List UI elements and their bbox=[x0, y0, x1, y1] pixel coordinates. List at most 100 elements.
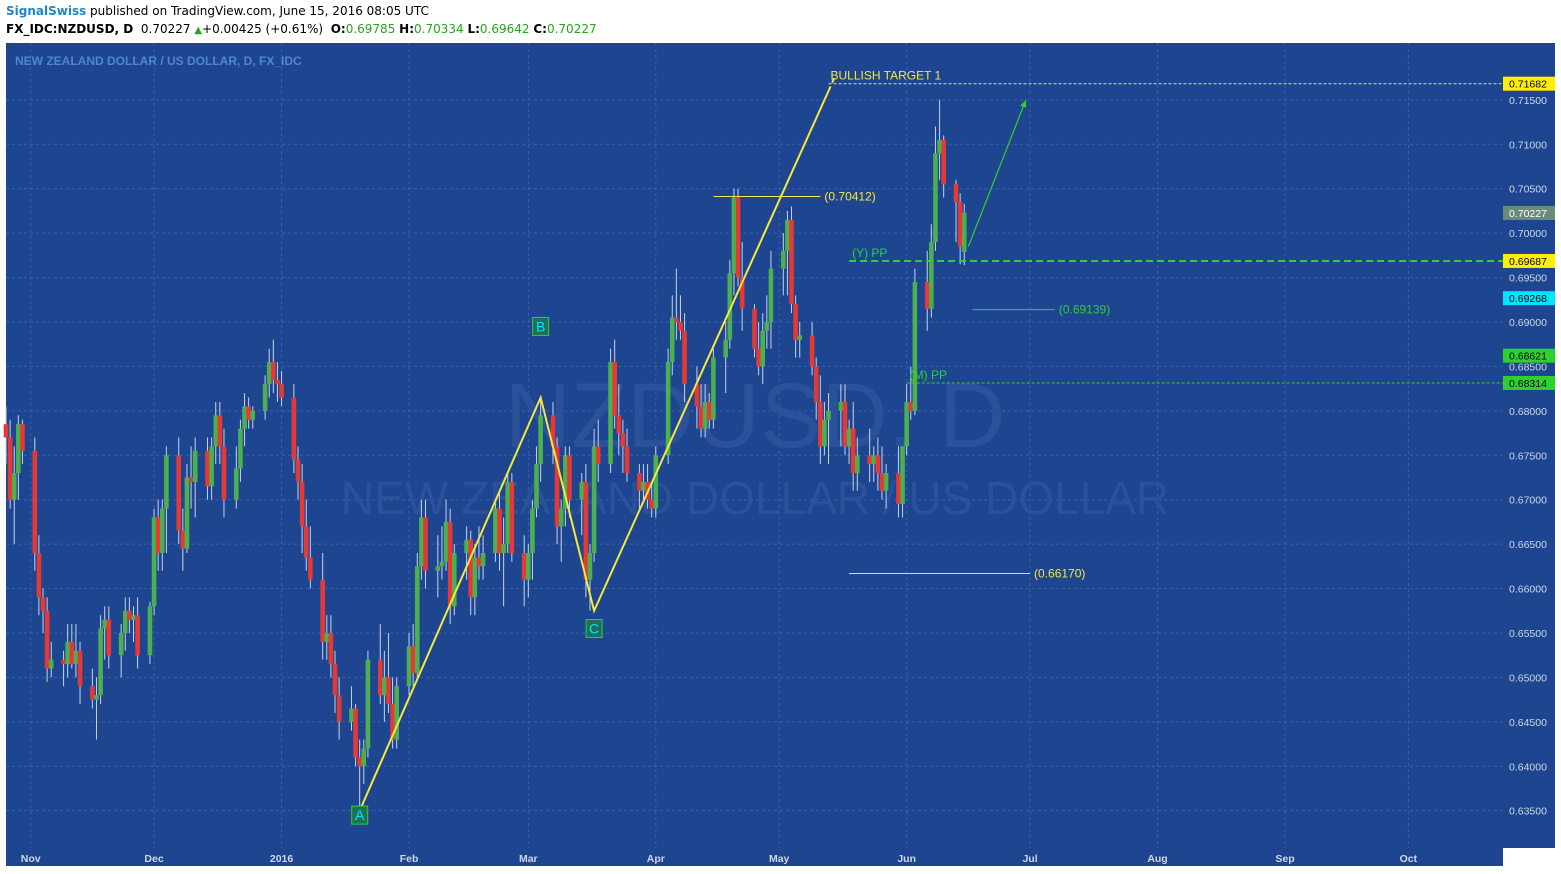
candle-body bbox=[818, 401, 823, 447]
candle-body bbox=[188, 477, 194, 482]
low-value: 0.69642 bbox=[479, 22, 530, 36]
candle-body bbox=[850, 428, 856, 474]
candle-body bbox=[324, 632, 330, 642]
high-label: H: bbox=[399, 22, 414, 36]
candle-body bbox=[768, 268, 774, 322]
candle-body bbox=[328, 632, 334, 665]
price-chart[interactable]: NZDUSD, D NEW ZEALAND DOLLAR / US DOLLAR… bbox=[0, 42, 1561, 874]
candle-body bbox=[698, 406, 704, 429]
candle-body bbox=[785, 219, 790, 251]
candle-body bbox=[961, 212, 967, 252]
candle-body bbox=[579, 481, 585, 500]
candle-body bbox=[61, 659, 66, 665]
candle-body bbox=[838, 401, 844, 411]
price-tick-label: 0.66000 bbox=[1509, 584, 1547, 596]
abc-wave-line bbox=[358, 90, 830, 812]
candle-body bbox=[826, 410, 831, 420]
candle-body bbox=[275, 379, 280, 385]
candle-body bbox=[493, 508, 498, 554]
gridlines bbox=[6, 43, 1503, 848]
candle-body bbox=[164, 455, 169, 509]
candle-body bbox=[238, 428, 243, 469]
candle-body bbox=[867, 455, 872, 465]
candle-body bbox=[447, 521, 453, 607]
candle-body bbox=[780, 250, 786, 269]
price-tag-label: 0.70227 bbox=[1509, 208, 1547, 220]
price-tag-label: 0.71682 bbox=[1509, 79, 1547, 91]
time-tick-label: 2016 bbox=[270, 853, 294, 865]
candle-body bbox=[184, 477, 190, 549]
price-tick-label: 0.71000 bbox=[1509, 139, 1547, 151]
candle-body bbox=[36, 553, 42, 598]
candle-body bbox=[32, 450, 38, 554]
price-tag-box bbox=[1503, 76, 1555, 91]
arrow-head-icon bbox=[1020, 99, 1027, 108]
candle-body bbox=[957, 202, 963, 247]
up-arrow-icon: ▲ bbox=[194, 25, 203, 36]
candle-body bbox=[595, 446, 601, 465]
candle-body bbox=[526, 553, 531, 580]
publisher-name[interactable]: SignalSwiss bbox=[6, 4, 87, 18]
bullish-target-label: BULLISH TARGET 1 bbox=[831, 69, 942, 83]
ohlc-line: FX_IDC:NZDUSD, D 0.70227 ▲+0.00425 (+0.6… bbox=[6, 22, 597, 36]
watermark-name: NEW ZEALAND DOLLAR / US DOLLAR bbox=[341, 472, 1169, 524]
candle-body bbox=[641, 481, 646, 491]
projection-arrow-line bbox=[967, 99, 1027, 247]
candle-body bbox=[159, 508, 165, 554]
price-tag-box bbox=[1503, 291, 1555, 306]
candle-body bbox=[620, 433, 626, 447]
candle-body bbox=[234, 468, 239, 500]
price-tick-label: 0.64500 bbox=[1509, 717, 1547, 729]
open-label: O: bbox=[330, 22, 346, 36]
level-69139-label: (0.69139) bbox=[1059, 303, 1110, 317]
candle-body bbox=[20, 424, 25, 451]
watermark-symbol: NZDUSD, D bbox=[505, 365, 1006, 467]
price-tag-box bbox=[1503, 375, 1555, 390]
header-bar: SignalSwiss published on TradingView.com… bbox=[0, 0, 1561, 42]
candle-body bbox=[176, 455, 182, 531]
candle-body bbox=[612, 361, 617, 416]
candle-body bbox=[669, 317, 675, 362]
candle-body bbox=[563, 455, 568, 509]
candle-body bbox=[637, 473, 642, 491]
candle-body bbox=[706, 401, 712, 420]
yearly-pivot-label: (Y) PP bbox=[852, 246, 887, 260]
candle-body bbox=[77, 650, 83, 687]
candle-body bbox=[262, 384, 268, 411]
candle-body bbox=[451, 553, 457, 607]
candle-body bbox=[591, 446, 597, 554]
time-axis[interactable] bbox=[6, 848, 1503, 866]
published-text: published on TradingView.com, June 15, 2… bbox=[86, 4, 429, 18]
price-tag-box bbox=[1503, 205, 1555, 220]
candle-body bbox=[419, 517, 424, 567]
candle-body bbox=[908, 401, 914, 411]
price-axis[interactable] bbox=[1503, 43, 1555, 848]
candle-body bbox=[135, 615, 140, 656]
wave-label-a: A bbox=[355, 807, 365, 823]
candle-body bbox=[266, 361, 272, 385]
price-tick-label: 0.65500 bbox=[1509, 628, 1547, 640]
candle-body bbox=[842, 401, 848, 447]
candle-body bbox=[180, 530, 186, 549]
symbol-label: FX_IDC:NZDUSD, D bbox=[6, 22, 134, 36]
candle-body bbox=[11, 473, 17, 500]
candle-body bbox=[303, 526, 309, 558]
candle-body bbox=[789, 219, 794, 305]
price-tag-box bbox=[1503, 348, 1555, 363]
close-label: C: bbox=[533, 22, 547, 36]
candle-body bbox=[653, 455, 659, 509]
price-tick-label: 0.64000 bbox=[1509, 761, 1547, 773]
price-tick-label: 0.70000 bbox=[1509, 228, 1547, 240]
candle-body bbox=[414, 566, 420, 673]
candle-body bbox=[3, 424, 9, 438]
candle-body bbox=[423, 517, 428, 571]
low-label: L: bbox=[467, 22, 480, 36]
candle-body bbox=[151, 517, 157, 607]
candle-body bbox=[674, 317, 679, 322]
time-tick-label: Nov bbox=[21, 853, 41, 865]
candle-body bbox=[308, 557, 313, 580]
candle-body bbox=[727, 273, 733, 340]
price-axis-labels: 0.71500 0.71000 0.70500 0.70000 0.69500 0.690… bbox=[1509, 95, 1547, 818]
candle-body bbox=[764, 321, 770, 331]
plot-area[interactable] bbox=[6, 43, 1503, 848]
